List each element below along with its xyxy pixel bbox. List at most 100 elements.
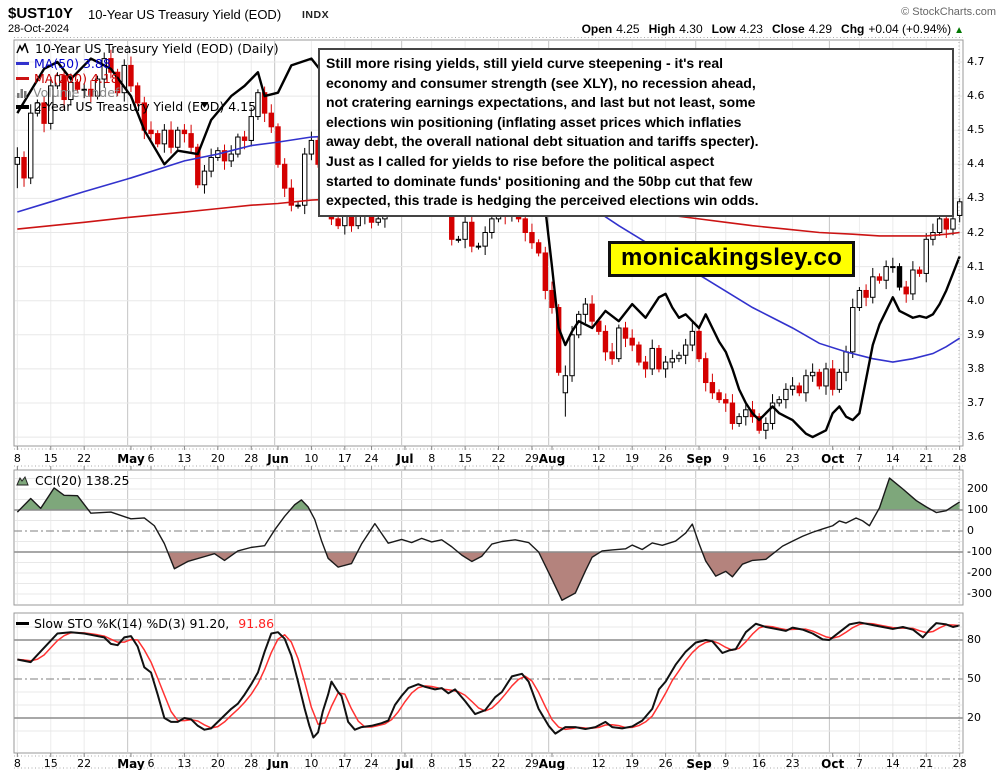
page-title: 10-Year US Treasury Yield (EOD): [88, 7, 282, 22]
x-tick-label: 9: [722, 452, 730, 465]
legend-main-series: 10-Year US Treasury Yield (EOD) (Daily): [16, 41, 279, 56]
x-tick-label: 19: [625, 757, 640, 770]
legend-2yr-label: 2-Year US Treasury Yield (EOD) 4.15: [34, 99, 257, 114]
x-tick-label: 7: [855, 757, 863, 770]
legend-sto-k-label: Slow STO %K(14) %D(3) 91.20,: [34, 616, 230, 631]
x-tick-label: 26: [658, 452, 673, 465]
legend-ma200-label: MA(200) 4.18: [34, 71, 119, 86]
x-tick-label: 20: [210, 452, 225, 465]
series-type-icon: [16, 42, 29, 53]
x-tick-label: 15: [458, 452, 473, 465]
x-tick-label: 21: [919, 757, 934, 770]
x-tick-label: 6: [147, 757, 155, 770]
x-tick-label: 26: [658, 757, 673, 770]
y-tick-label: 20: [967, 711, 981, 724]
change-up-arrow-icon: ▲: [954, 25, 964, 36]
chart-date: 28-Oct-2024: [8, 23, 70, 35]
x-tick-label: 6: [147, 452, 155, 465]
x-tick-label: Aug: [538, 452, 566, 466]
x-tick-label: 7: [855, 452, 863, 465]
x-tick-label: 19: [625, 452, 640, 465]
quote-label: High: [648, 22, 676, 36]
quote-label: Open: [581, 22, 613, 36]
legend-volume: Volume undef: [16, 85, 119, 100]
quote-value: 4.23: [739, 22, 763, 36]
quote-label: Low: [711, 22, 736, 36]
legend-sto-d-value: 91.86: [238, 616, 275, 631]
x-tick-label: 10: [304, 452, 319, 465]
legend-ma50-label: MA(50) 3.88: [34, 56, 111, 71]
legend-main-series-label: 10-Year US Treasury Yield (EOD) (Daily): [35, 41, 279, 56]
legend-cci: CCI(20) 138.25: [16, 473, 130, 488]
x-tick-label: May: [117, 452, 145, 466]
x-tick-label: 12: [591, 452, 606, 465]
x-tick-label: 24: [364, 757, 379, 770]
x-tick-label: 28: [952, 452, 967, 465]
y-tick-label: 80: [967, 633, 981, 646]
x-tick-label: 12: [591, 757, 606, 770]
x-tick-label: May: [117, 757, 145, 770]
x-tick-label: 22: [491, 757, 506, 770]
x-tick-label: 29: [524, 757, 539, 770]
x-tick-label: 8: [13, 757, 21, 770]
watermark-badge: monicakingsley.co: [608, 241, 856, 277]
exchange-label: INDX: [302, 9, 330, 21]
y-tick-label: 4.2: [967, 225, 985, 239]
y-tick-label: -100: [967, 545, 992, 558]
y-tick-label: -200: [967, 566, 992, 579]
y-tick-label: 3.7: [967, 396, 985, 409]
cci-area-icon: [16, 475, 29, 485]
y-tick-label: 4.7: [967, 55, 985, 68]
legend-ma50: MA(50) 3.88: [16, 56, 111, 71]
x-tick-label: 14: [885, 452, 900, 465]
x-tick-label: 13: [177, 757, 192, 770]
y-tick-label: 0: [967, 524, 974, 537]
x-tick-label: 23: [785, 452, 800, 465]
y-tick-label: 4.5: [967, 123, 985, 137]
x-tick-label: 8: [428, 757, 436, 770]
x-tick-label: 15: [458, 757, 473, 770]
x-tick-label: Jul: [396, 757, 414, 770]
y-tick-label: 4.1: [967, 259, 985, 273]
y-tick-label: 3.8: [967, 361, 985, 375]
x-tick-label: 16: [752, 452, 767, 465]
quote-value: 4.30: [679, 22, 703, 36]
volume-bars-icon: [17, 89, 27, 98]
quote-label: Close: [771, 22, 805, 36]
x-tick-label: Oct: [821, 757, 845, 770]
y-tick-label: 4.6: [967, 89, 985, 103]
ohlc-quote-row: Open 4.25 High 4.30 Low 4.23 Close 4.29 Chg +0.04…: [573, 22, 964, 36]
legend-2yr-overlay: 2-Year US Treasury Yield (EOD) 4.15: [16, 99, 256, 114]
x-tick-label: 15: [43, 757, 58, 770]
x-tick-label: 20: [210, 757, 225, 770]
x-tick-label: 15: [43, 452, 58, 465]
y-tick-label: 3.9: [967, 327, 985, 341]
x-tick-label: 17: [337, 757, 352, 770]
x-tick-label: 10: [304, 757, 319, 770]
x-tick-label: 8: [428, 452, 436, 465]
quote-value: 4.25: [616, 22, 640, 36]
copyright-label: © StockCharts.com: [901, 6, 996, 18]
x-tick-label: Sep: [686, 757, 712, 770]
x-tick-label: 23: [785, 757, 800, 770]
sto-dash-icon: [16, 622, 29, 625]
x-tick-label: 22: [491, 452, 506, 465]
x-tick-label: 8: [13, 452, 21, 465]
x-tick-label: 9: [722, 757, 730, 770]
x-tick-label: 17: [337, 452, 352, 465]
y-tick-label: 4.4: [967, 157, 985, 171]
overlay-dash-icon: [16, 104, 29, 109]
y-tick-label: 4.0: [967, 293, 985, 307]
y-tick-label: 200: [967, 482, 988, 495]
x-tick-label: Sep: [686, 452, 712, 466]
legend-sto: Slow STO %K(14) %D(3) 91.20, 91.86: [16, 616, 274, 631]
x-tick-label: 16: [752, 757, 767, 770]
y-tick-label: -300: [967, 587, 992, 600]
legend-ma200: MA(200) 4.18: [16, 71, 119, 86]
ma200-dash-icon: [16, 77, 29, 80]
legend-volume-label: Volume undef: [33, 85, 120, 100]
y-tick-label: 100: [967, 503, 988, 516]
x-tick-label: Jul: [396, 452, 414, 466]
ma50-dash-icon: [16, 62, 29, 65]
